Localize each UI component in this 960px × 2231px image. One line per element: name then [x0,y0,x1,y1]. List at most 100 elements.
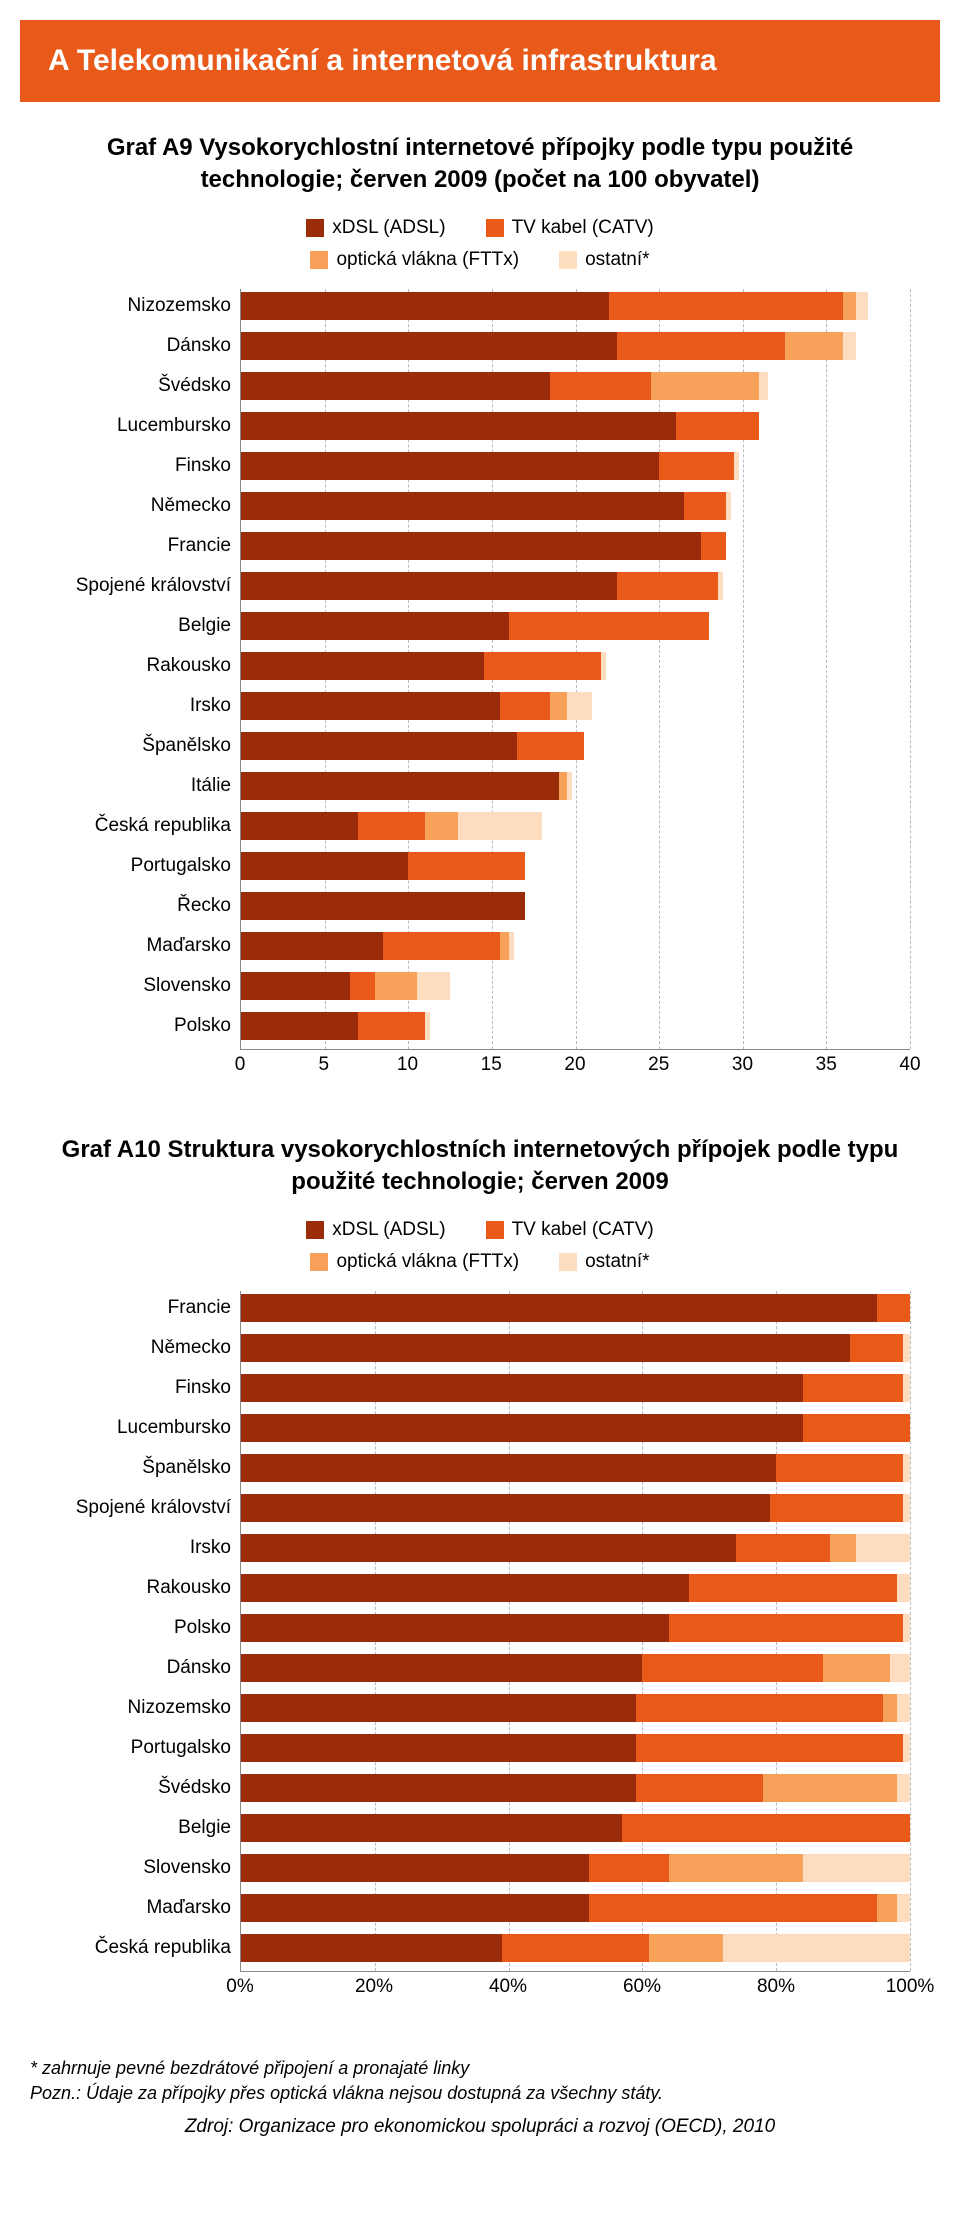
legend-label-fttx-2: optická vlákna (FTTx) [336,1251,519,1273]
bar-segment-xdsl [241,1294,877,1322]
bar-row: Portugalsko [241,849,910,883]
bar-label: Finsko [41,1371,241,1405]
bar-label: Polsko [41,1009,241,1043]
bar-stack [241,1894,910,1922]
bar-segment-fttx [375,972,417,1000]
x-tick: 0 [235,1054,246,1076]
bar-segment-other [903,1734,910,1762]
x-tick: 40 [899,1054,920,1076]
bar-segment-fttx [649,1934,723,1962]
bar-label: Polsko [41,1611,241,1645]
bar-stack [241,612,709,640]
gridline [910,1291,911,1971]
bar-segment-xdsl [241,1774,636,1802]
bar-segment-xdsl [241,1454,776,1482]
bar-row: Řecko [241,889,910,923]
bar-row: Slovensko [241,969,910,1003]
bar-segment-fttx [823,1654,890,1682]
bar-segment-catv [609,292,843,320]
chart-a10-legend: xDSL (ADSL) TV kabel (CATV) optická vlák… [180,1219,780,1273]
x-tick: 100% [886,1976,935,1998]
bar-segment-xdsl [241,652,484,680]
bar-stack [241,1854,910,1882]
bar-stack [241,492,731,520]
bar-label: Německo [41,489,241,523]
bar-label: Česká republika [41,809,241,843]
bar-stack [241,292,868,320]
bar-label: Portugalsko [41,1731,241,1765]
bar-stack [241,732,584,760]
x-tick: 30 [732,1054,753,1076]
bar-stack [241,692,592,720]
bar-segment-xdsl [241,612,509,640]
bar-segment-xdsl [241,772,559,800]
bar-segment-other [458,812,542,840]
bar-segment-other [734,452,739,480]
x-tick: 60% [623,1976,661,1998]
legend-item-fttx: optická vlákna (FTTx) [310,249,519,271]
bar-label: Nizozemsko [41,1691,241,1725]
bar-segment-catv [877,1294,910,1322]
bar-segment-fttx [843,292,856,320]
bar-label: Dánsko [41,1651,241,1685]
chart-a9-title: Graf A9 Vysokorychlostní internetové pří… [50,132,910,197]
bar-label: Belgie [41,1811,241,1845]
bar-segment-fttx [425,812,458,840]
bar-segment-other [903,1334,910,1362]
bar-row: Švédsko [241,1771,910,1805]
bar-label: Finsko [41,449,241,483]
legend-item-xdsl: xDSL (ADSL) [306,217,445,239]
bar-segment-xdsl [241,1934,502,1962]
bar-stack [241,1774,910,1802]
bar-segment-other [903,1454,910,1482]
bar-label: Španělsko [41,729,241,763]
bar-stack [241,652,606,680]
legend-item-other-2: ostatní* [559,1251,649,1273]
legend-item-catv-2: TV kabel (CATV) [486,1219,654,1241]
bar-segment-catv [676,412,760,440]
bar-segment-xdsl [241,1734,636,1762]
bar-row: Dánsko [241,329,910,363]
bar-segment-catv [636,1774,763,1802]
bar-stack [241,1374,910,1402]
bar-stack [241,1934,910,1962]
bar-segment-catv [589,1854,669,1882]
bar-stack [241,412,759,440]
bar-row: Spojené království [241,569,910,603]
bar-stack [241,332,856,360]
legend-label-catv: TV kabel (CATV) [512,217,654,239]
chart-a9-xaxis: 0510152025303540 [240,1054,910,1084]
bar-label: Španělsko [41,1451,241,1485]
bar-segment-other [718,572,723,600]
swatch-catv [486,219,504,237]
bar-segment-catv [500,692,550,720]
bar-segment-fttx [669,1854,803,1882]
bar-segment-xdsl [241,1854,589,1882]
footnotes: * zahrnuje pevné bezdrátové připojení a … [30,2056,930,2106]
bar-segment-xdsl [241,1414,803,1442]
bar-segment-fttx [559,772,567,800]
bar-segment-xdsl [241,1694,636,1722]
bar-label: Švédsko [41,369,241,403]
bar-segment-catv [617,572,717,600]
swatch-catv-2 [486,1221,504,1239]
chart-a10: Graf A10 Struktura vysokorychlostních in… [30,1134,930,2006]
bar-label: Lucembursko [41,409,241,443]
chart-a10-xaxis: 0%20%40%60%80%100% [240,1976,910,2006]
bar-stack [241,1574,910,1602]
chart-a10-plot: FrancieNěmeckoFinskoLucemburskoŠpanělsko… [240,1291,910,1972]
bar-label: Irsko [41,689,241,723]
bar-stack [241,1012,430,1040]
bar-label: Řecko [41,889,241,923]
bar-segment-catv [550,372,650,400]
bar-segment-xdsl [241,732,517,760]
x-tick: 0% [226,1976,253,1998]
bar-segment-fttx [877,1894,897,1922]
bar-segment-xdsl [241,492,684,520]
bar-segment-other [903,1374,910,1402]
legend-label-other-2: ostatní* [585,1251,649,1273]
bar-stack [241,972,450,1000]
bar-segment-catv [622,1814,910,1842]
bar-row: Německo [241,489,910,523]
bar-row: Švédsko [241,369,910,403]
